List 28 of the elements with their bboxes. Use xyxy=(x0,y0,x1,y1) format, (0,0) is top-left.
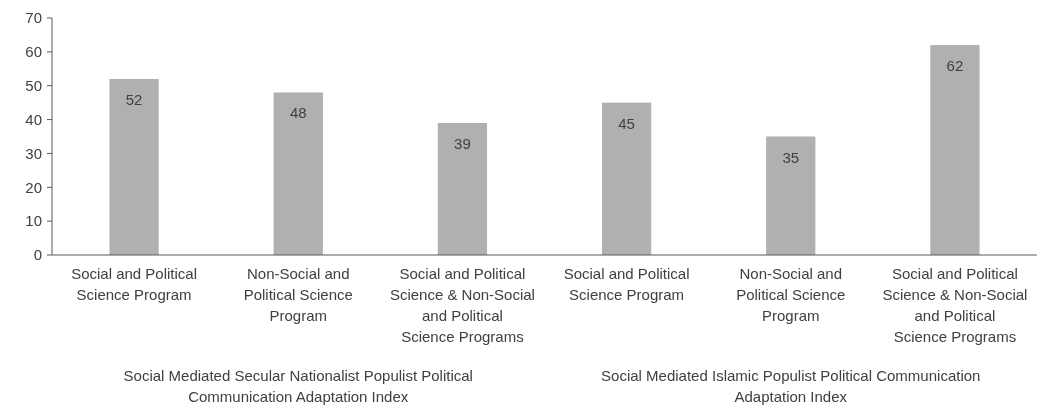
x-tick-label: Social and Political Science & Non-Social and Political Science Programs xyxy=(389,265,535,345)
text: Social Mediated Secular Nationalist Populist Political Communication Adaptation Index xyxy=(123,367,473,405)
x-tick-label: Social and Political Science Program xyxy=(563,265,690,303)
bar xyxy=(109,78,159,255)
y-tick-label: 60 xyxy=(25,43,42,61)
data-label: 35 xyxy=(782,148,800,166)
bar xyxy=(601,102,652,255)
x-tick-label: Social and Political Science Program xyxy=(71,265,198,303)
x-tick-label: Non-Social and Political Science Program xyxy=(736,265,846,324)
data-label: 39 xyxy=(454,134,471,152)
y-tick-label: 10 xyxy=(25,212,42,230)
y-tick-label: 30 xyxy=(25,144,42,162)
data-label: 62 xyxy=(946,57,964,75)
y-tick-label: 70 xyxy=(25,9,42,27)
bar xyxy=(437,122,488,255)
data-label: 52 xyxy=(125,90,143,108)
x-tick-label: Social and Political Science & Non-Social and Political Science Programs xyxy=(882,265,1028,345)
data-label: 48 xyxy=(289,104,307,122)
text: Social Mediated Islamic Populist Political Communication Adaptation Index xyxy=(601,367,981,405)
x-tick-label: Non-Social and Political Science Program xyxy=(243,265,353,324)
data-label: 45 xyxy=(618,114,635,132)
y-tick-label: 50 xyxy=(25,76,42,94)
bar xyxy=(273,92,323,255)
bar xyxy=(766,136,816,255)
y-tick-label: 20 xyxy=(25,178,42,196)
y-tick-label: 0 xyxy=(33,246,42,264)
bar xyxy=(930,45,980,255)
y-tick-label: 40 xyxy=(25,110,42,128)
